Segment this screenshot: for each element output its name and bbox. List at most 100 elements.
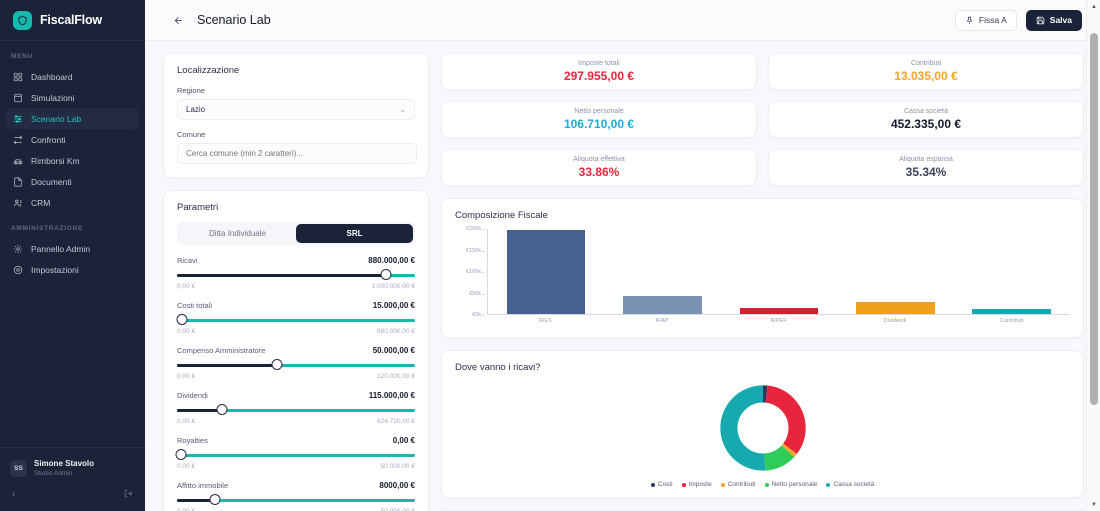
slider-value: 115.000,00 € <box>368 391 415 400</box>
bar-irpef <box>739 308 819 314</box>
kpi-value: 13.035,00 € <box>894 69 958 83</box>
users-icon <box>12 197 23 208</box>
slider-track[interactable] <box>177 404 415 417</box>
sidebar-item-pannello-admin[interactable]: Pannello Admin <box>6 238 139 259</box>
slider-ricavi: Ricavi 880.000,00 € 0,00 € 1.000.000,00 … <box>177 256 415 290</box>
slider-track[interactable] <box>175 449 415 462</box>
slider-value: 0,00 € <box>392 436 415 445</box>
y-tick: €0k <box>472 312 485 318</box>
slider-thumb[interactable] <box>176 314 188 325</box>
slider-track-bg <box>177 499 415 502</box>
kpi-label: Aliquota effettiva <box>573 156 625 163</box>
slider-min: 0,00 € <box>177 373 196 380</box>
slider-min: 0,00 € <box>177 418 196 425</box>
car-icon <box>12 155 23 166</box>
page-scrollbar[interactable]: ▲ ▼ <box>1086 0 1100 511</box>
slider-track-bg <box>177 454 415 457</box>
slider-royalties: Royalties 0,00 € 0,00 € 50.000,00 € <box>175 436 415 470</box>
legend-item-cassa-societa: Cassa società <box>826 481 874 488</box>
toggle-srl[interactable]: SRL <box>296 224 413 243</box>
nav-section-label: MENU <box>11 53 33 60</box>
kpi-aliquota-effettiva: Aliquota effettiva 33.86% <box>441 149 757 186</box>
donut-chart-title: Dove vanno i ricavi? <box>455 362 541 373</box>
sidebar-item-label: Confronti <box>31 134 66 145</box>
kpi-label: Cassa società <box>904 108 948 115</box>
slider-track[interactable] <box>176 314 415 327</box>
bar-dividendi <box>856 302 935 314</box>
slider-min: 0,00 € <box>177 283 196 290</box>
sidebar-item-label: Rimborsi Km <box>31 155 80 166</box>
slider-track[interactable] <box>177 494 415 507</box>
caret-down-icon[interactable]: ▼ <box>1091 501 1097 508</box>
sidebar-item-impostazioni[interactable]: Impostazioni <box>6 259 139 280</box>
slider-track[interactable] <box>177 269 415 282</box>
save-label: Salva <box>1049 15 1072 25</box>
avatar: SS <box>10 460 27 477</box>
window-icon <box>12 92 23 103</box>
legend-item-costi: Costi <box>650 481 673 488</box>
parametri-title: Parametri <box>177 202 219 213</box>
bar-irap <box>623 296 702 314</box>
slider-track-fill <box>177 274 387 277</box>
legend-label: Cassa società <box>833 481 875 488</box>
parametri-card: Parametri Ditta Individuale SRL Ricavi 8… <box>163 190 429 511</box>
content: Localizzazione Regione Lazio ⌄ Comune Pa… <box>145 41 1100 511</box>
legend-dot <box>764 482 769 487</box>
sidebar-item-documenti[interactable]: Documenti <box>6 171 139 192</box>
kpi-label: Netto personale <box>574 108 624 115</box>
sidebar-item-label: Impostazioni <box>31 264 79 275</box>
slider-track-bg <box>177 364 415 367</box>
legend-item-netto-personale: Netto personale <box>764 481 817 488</box>
slider-label: Affitto immobile <box>177 481 229 490</box>
slider-track[interactable] <box>177 359 415 372</box>
x-tick: Dividendi <box>883 318 907 324</box>
sidebar-item-label: Simulazioni <box>31 92 75 103</box>
pin-scenario-button[interactable]: Fissa A <box>954 9 1017 31</box>
slider-max: 50.000,00 € <box>381 508 415 511</box>
bar-column <box>506 229 586 314</box>
sidebar-item-simulazioni[interactable]: Simulazioni <box>6 87 139 108</box>
sidebar-item-crm[interactable]: CRM <box>6 192 139 213</box>
kpi-value: 297.955,00 € <box>563 69 635 83</box>
slider-value: 50.000,00 € <box>372 346 415 355</box>
nav-section-menu: MENU Dashboard Simulazioni Scenario Lab <box>0 41 145 213</box>
arrow-left-icon[interactable] <box>169 11 187 29</box>
sidebar-item-label: Pannello Admin <box>31 243 91 254</box>
bar-chart-plot <box>487 229 1070 315</box>
brand: FiscalFlow <box>0 0 145 41</box>
slider-thumb[interactable] <box>216 404 228 415</box>
chevron-left-icon[interactable]: ‹ <box>12 489 16 500</box>
logout-icon[interactable] <box>124 489 133 501</box>
slider-thumb[interactable] <box>380 269 392 280</box>
pin-scenario-label: Fissa A <box>978 15 1007 25</box>
left-column: Localizzazione Regione Lazio ⌄ Comune Pa… <box>163 53 429 511</box>
sidebar-item-dashboard[interactable]: Dashboard <box>6 66 139 87</box>
slider-thumb[interactable] <box>271 359 283 370</box>
scrollbar-thumb[interactable] <box>1090 33 1098 405</box>
toggle-ditta-individuale[interactable]: Ditta Individuale <box>209 229 266 238</box>
comune-label: Comune <box>177 130 206 139</box>
regione-value: Lazio <box>186 105 206 114</box>
regione-select[interactable]: Lazio ⌄ <box>177 99 415 120</box>
sidebar-item-confronti[interactable]: Confronti <box>6 129 139 150</box>
bar-column <box>739 229 819 314</box>
bar-column <box>856 229 935 314</box>
slider-label: Ricavi <box>177 256 198 265</box>
user-profile[interactable]: SS Simone Stavolo Studio Admin <box>0 447 145 485</box>
comune-input[interactable] <box>177 143 417 164</box>
main-area: Scenario Lab Fissa A Salva <box>145 0 1100 511</box>
slider-thumb[interactable] <box>175 449 187 460</box>
slider-affitto-immobile: Affitto immobile 8000,00 € 0,00 € 50.000… <box>177 481 415 511</box>
slider-thumb[interactable] <box>209 494 221 505</box>
sidebar-item-label: Documenti <box>31 176 72 187</box>
caret-up-icon[interactable]: ▲ <box>1091 3 1097 10</box>
legend-item-contributi: Contributi <box>720 481 756 488</box>
sidebar-item-rimborsi-km[interactable]: Rimborsi Km <box>6 150 139 171</box>
sidebar-item-scenario-lab[interactable]: Scenario Lab <box>6 108 139 129</box>
save-button[interactable]: Salva <box>1025 9 1082 31</box>
x-tick: IRPEF <box>770 318 787 324</box>
sidebar: FiscalFlow MENU Dashboard Simulazioni <box>0 0 145 511</box>
legend-dot <box>826 482 831 487</box>
bar-chart: €0k €50k €100k €150k €200k <box>455 226 1070 329</box>
